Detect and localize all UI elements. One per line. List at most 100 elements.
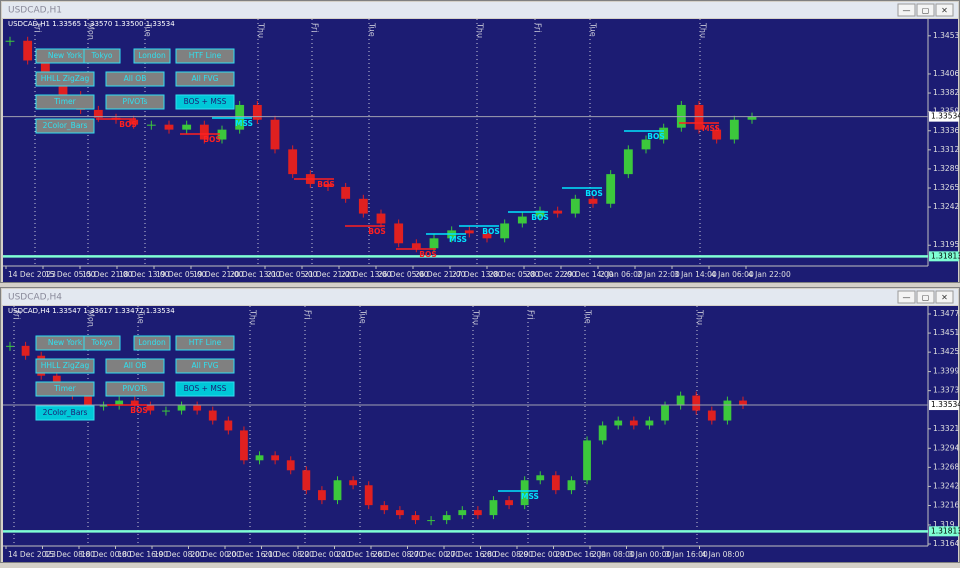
structure-label: MSS <box>449 235 467 244</box>
candle <box>646 421 654 426</box>
day-label: Thu <box>696 309 705 325</box>
button-label[interactable]: Timer <box>53 384 76 393</box>
y-tick-label: 1.33125 <box>933 145 960 154</box>
y-tick-label: 1.3164 <box>933 539 959 548</box>
structure-label: BOS <box>130 406 148 415</box>
button-label[interactable]: Timer <box>53 97 76 106</box>
close-icon: ✕ <box>941 6 948 15</box>
candle <box>465 230 474 233</box>
structure-label: BOS <box>647 132 665 141</box>
candle <box>302 470 310 490</box>
candle <box>614 421 622 426</box>
day-label: Thu <box>257 22 266 38</box>
button-label[interactable]: 2Color_Bars <box>43 408 88 417</box>
button-label[interactable]: All OB <box>124 361 147 370</box>
candle <box>256 455 264 460</box>
button-label[interactable]: HHLL ZigZag <box>41 74 90 83</box>
maximize-icon: ▢ <box>922 293 930 302</box>
candle <box>427 520 435 521</box>
y-tick-label: 1.3453 <box>933 31 959 40</box>
button-label[interactable]: HHLL ZigZag <box>41 361 90 370</box>
candle <box>287 460 295 470</box>
button-label[interactable]: PIVOTs <box>123 384 148 393</box>
maximize-icon: ▢ <box>922 6 930 15</box>
close-icon: ✕ <box>941 293 948 302</box>
bid-label: 1.33534 <box>931 400 960 409</box>
day-label: Tue <box>584 309 593 324</box>
minimize-icon: — <box>903 6 911 15</box>
y-tick-label: 1.32165 <box>933 500 960 509</box>
button-label[interactable]: All OB <box>124 74 147 83</box>
day-label: Tue <box>359 309 368 324</box>
y-tick-label: 1.34255 <box>933 347 960 356</box>
window-title: USDCAD,H1 <box>8 6 62 16</box>
y-tick-label: 1.3336 <box>933 126 959 135</box>
y-tick-label: 1.33825 <box>933 88 960 97</box>
structure-label: BOS <box>203 135 221 144</box>
candle <box>288 149 297 174</box>
y-tick-label: 1.3321 <box>933 424 959 433</box>
button-label[interactable]: BOS + MSS <box>184 384 227 393</box>
candle <box>536 475 544 480</box>
button-label[interactable]: HTF Line <box>189 338 222 347</box>
candle <box>23 41 32 61</box>
structure-label: BOS <box>368 227 386 236</box>
candle <box>552 475 560 490</box>
title-bar <box>2 289 958 305</box>
button-label[interactable]: PIVOTs <box>123 97 148 106</box>
structure-label: BOS <box>482 227 500 236</box>
structure-label: MSS <box>702 124 720 133</box>
candle <box>377 214 386 224</box>
button-label[interactable]: Tokyo <box>91 51 113 60</box>
candle <box>209 411 217 421</box>
button-label[interactable]: HTF Line <box>189 51 222 60</box>
y-tick-label: 1.34515 <box>933 328 960 337</box>
candle <box>630 421 638 426</box>
y-tick-label: 1.34775 <box>933 309 960 318</box>
candle <box>490 500 498 515</box>
candle <box>193 406 201 411</box>
button-label[interactable]: Tokyo <box>91 338 113 347</box>
candle <box>412 515 420 520</box>
day-label: Fri <box>534 23 543 33</box>
x-tick-label: 4 Jan 08:00 <box>702 550 745 559</box>
candle <box>458 510 466 515</box>
candle <box>253 105 262 120</box>
candle <box>430 238 439 248</box>
button-label[interactable]: New York <box>48 51 83 60</box>
level-label: 1.31813 <box>931 251 960 260</box>
y-tick-label: 1.32685 <box>933 462 960 471</box>
candle <box>624 149 633 174</box>
minimize-icon: — <box>903 293 911 302</box>
button-label[interactable]: London <box>138 338 166 347</box>
candle <box>178 406 186 411</box>
chart-window: USDCAD,H1—▢✕1.34531.34061.338251.335951.… <box>1 1 960 283</box>
candle <box>349 480 357 485</box>
y-tick-label: 1.3195 <box>933 240 959 249</box>
button-label[interactable]: BOS + MSS <box>184 97 227 106</box>
symbol-info: USDCAD,H1 1.33565 1.33570 1.33500 1.3353… <box>8 20 175 28</box>
structure-label: MSS <box>521 492 539 501</box>
y-tick-label: 1.3406 <box>933 69 959 78</box>
button-label[interactable]: All FVG <box>192 74 219 83</box>
candle <box>730 120 739 140</box>
day-label: Thu <box>249 309 258 325</box>
structure-label: BOS <box>317 180 335 189</box>
candle <box>571 199 580 214</box>
window-title: USDCAD,H4 <box>8 293 62 303</box>
structure-label: BOS <box>531 213 549 222</box>
candle <box>412 243 421 248</box>
button-label[interactable]: 2Color_Bars <box>43 121 88 130</box>
day-label: Tue <box>368 22 377 37</box>
day-label: Thu <box>472 309 481 325</box>
bid-label: 1.33534 <box>931 112 960 121</box>
button-label[interactable]: All FVG <box>192 361 219 370</box>
button-label[interactable]: London <box>138 51 166 60</box>
candle <box>224 421 232 431</box>
structure-label: MSS <box>235 119 253 128</box>
y-tick-label: 1.3399 <box>933 367 959 376</box>
level-label: 1.31813 <box>931 526 960 535</box>
button-label[interactable]: New York <box>48 338 83 347</box>
